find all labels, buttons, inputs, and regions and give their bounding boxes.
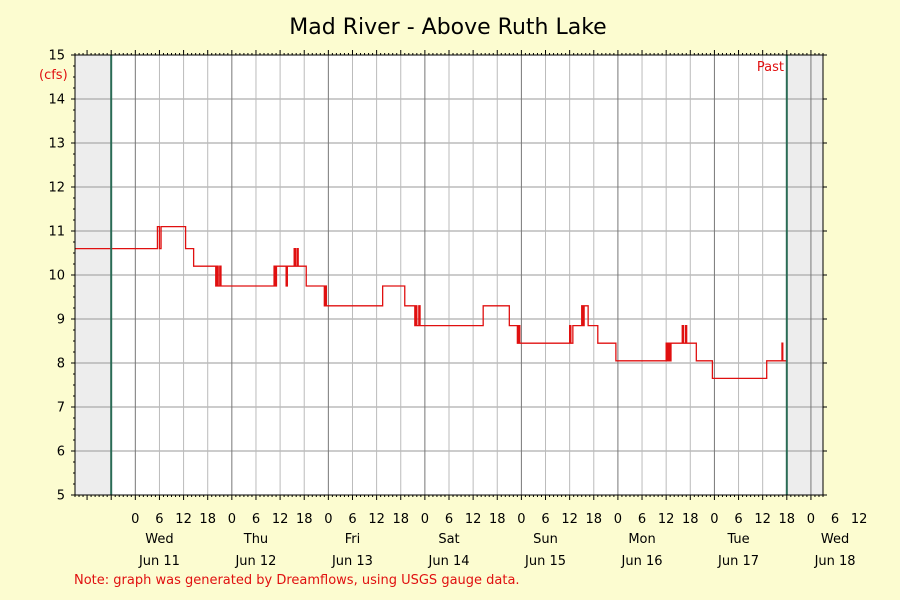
x-tick-label: 6 xyxy=(638,512,646,527)
day-weekday-label: Wed xyxy=(821,532,849,547)
y-tick-label: 14 xyxy=(48,93,65,108)
x-tick-label: 0 xyxy=(421,512,429,527)
x-tick-label: 12 xyxy=(561,512,578,527)
x-tick-label: 6 xyxy=(252,512,260,527)
x-tick-label: 0 xyxy=(517,512,525,527)
day-weekday-label: Sun xyxy=(533,532,558,547)
y-tick-label: 6 xyxy=(57,445,65,460)
x-tick-label: 18 xyxy=(779,512,796,527)
x-tick-label: 18 xyxy=(682,512,699,527)
x-tick-label: 18 xyxy=(392,512,409,527)
day-date-label: Jun 13 xyxy=(331,554,373,569)
footnote: Note: graph was generated by Dreamflows,… xyxy=(74,573,520,588)
x-tick-label: 18 xyxy=(586,512,603,527)
x-tick-label: 0 xyxy=(710,512,718,527)
x-tick-label: 6 xyxy=(541,512,549,527)
y-axis: 5 6 7 8 9 10 11 12 13 14 15 xyxy=(48,49,827,504)
x-tick-label: 18 xyxy=(489,512,506,527)
day-date-label: Jun 15 xyxy=(524,554,566,569)
x-tick-label: 6 xyxy=(734,512,742,527)
day-weekday-label: Wed xyxy=(145,532,173,547)
y-tick-label: 7 xyxy=(57,401,65,416)
day-weekday-label: Thu xyxy=(243,532,268,547)
y-axis-label: (cfs) xyxy=(39,68,68,83)
x-tick-label: 12 xyxy=(754,512,771,527)
x-tick-label: 12 xyxy=(658,512,675,527)
x-tick-label: 12 xyxy=(465,512,482,527)
y-tick-label: 12 xyxy=(48,181,65,196)
x-tick-label: 0 xyxy=(324,512,332,527)
day-date-label: Jun 17 xyxy=(717,554,759,569)
x-axis: 0 6 12 18 0 6 12 18 0 6 12 18 0 6 12 18 0 6 12 18 0 6 12 18 0 6 12… xyxy=(74,50,868,569)
x-tick-label: 6 xyxy=(348,512,356,527)
day-weekday-label: Sat xyxy=(438,532,459,547)
x-tick-label: 18 xyxy=(296,512,313,527)
x-tick-label: 6 xyxy=(155,512,163,527)
y-tick-label: 11 xyxy=(48,225,65,240)
y-tick-label: 10 xyxy=(48,269,65,284)
x-tick-label: 12 xyxy=(368,512,385,527)
day-weekday-label: Tue xyxy=(726,532,749,547)
day-date-label: Jun 16 xyxy=(621,554,663,569)
day-date-label: Jun 11 xyxy=(138,554,180,569)
x-tick-label: 0 xyxy=(228,512,236,527)
x-tick-label: 6 xyxy=(831,512,839,527)
x-tick-label: 0 xyxy=(614,512,622,527)
day-weekday-label: Mon xyxy=(628,532,655,547)
day-date-label: Jun 18 xyxy=(814,554,856,569)
y-tick-label: 8 xyxy=(57,357,65,372)
y-tick-label: 15 xyxy=(48,49,65,64)
flow-series xyxy=(75,225,788,394)
day-date-label: Jun 12 xyxy=(234,554,276,569)
x-tick-label: 6 xyxy=(445,512,453,527)
y-tick-label: 5 xyxy=(57,489,65,504)
flow-line xyxy=(75,225,788,394)
day-date-label: Jun 14 xyxy=(428,554,470,569)
y-tick-label: 9 xyxy=(57,313,65,328)
x-tick-label: 18 xyxy=(199,512,216,527)
x-tick-label: 0 xyxy=(807,512,815,527)
x-tick-label: 12 xyxy=(175,512,192,527)
chart-title: Mad River - Above Ruth Lake xyxy=(289,15,606,40)
y-tick-label: 13 xyxy=(48,137,65,152)
day-weekday-label: Fri xyxy=(345,532,361,547)
x-tick-label: 0 xyxy=(131,512,139,527)
grid-lines xyxy=(75,54,823,496)
past-label: Past xyxy=(757,60,784,75)
x-tick-label: 12 xyxy=(851,512,868,527)
x-tick-label: 12 xyxy=(272,512,289,527)
